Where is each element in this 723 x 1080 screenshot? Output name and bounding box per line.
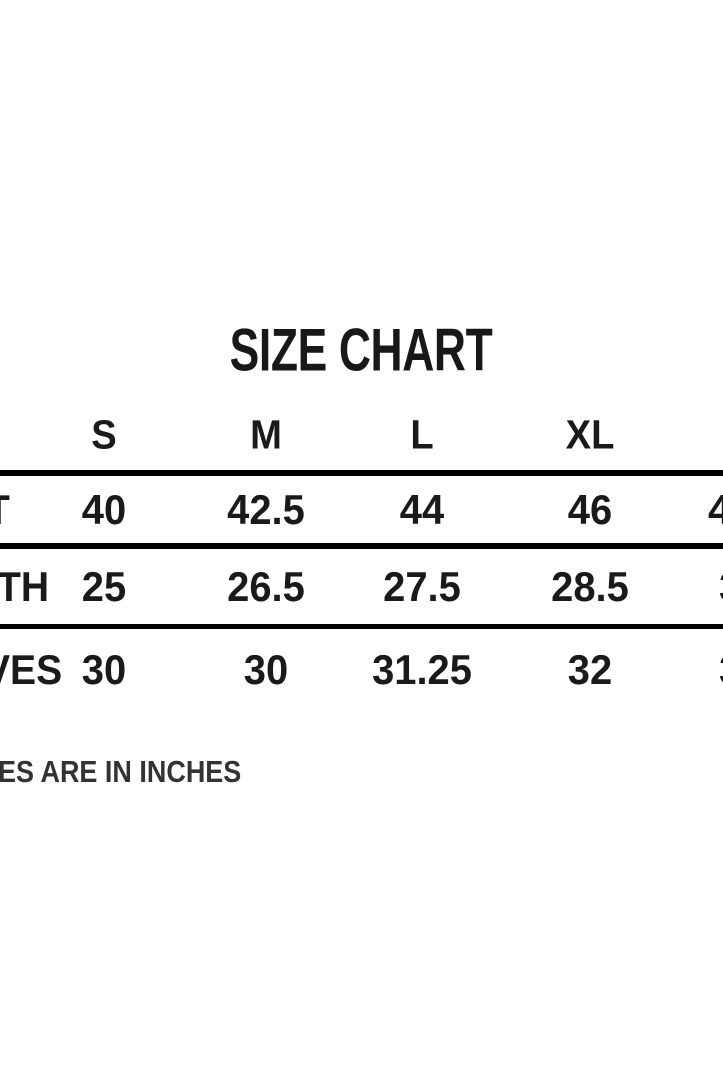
value-cell: 30 bbox=[243, 646, 289, 693]
value-cell: 40 bbox=[81, 486, 127, 533]
value-cell: 30 bbox=[81, 646, 127, 693]
value-cell: 28.5 bbox=[551, 563, 629, 610]
value-fragment-right-edge: 4 bbox=[708, 486, 723, 533]
value-fragment-right-edge: 3 bbox=[719, 646, 723, 694]
column-header-xl: XL bbox=[565, 411, 615, 458]
value-cell: 31.25 bbox=[372, 646, 472, 693]
horizontal-divider-3 bbox=[0, 624, 723, 629]
horizontal-divider-1 bbox=[0, 470, 723, 476]
row-label-fragment-sleeves: VES bbox=[0, 646, 63, 693]
value-cell: 46 bbox=[567, 486, 613, 533]
page-title: SIZE CHART bbox=[229, 316, 493, 384]
value-fragment-right-edge: 3 bbox=[719, 563, 723, 611]
horizontal-divider-2 bbox=[0, 543, 723, 549]
column-header-l: L bbox=[410, 411, 434, 458]
value-cell: 42.5 bbox=[227, 486, 305, 533]
value-cell: 25 bbox=[81, 563, 127, 610]
row-label-fragment-chest: T bbox=[0, 486, 10, 534]
units-note: ES ARE IN INCHES bbox=[0, 754, 242, 789]
value-cell: 27.5 bbox=[383, 563, 461, 610]
value-cell: 26.5 bbox=[227, 563, 305, 610]
row-label-fragment-length: TH bbox=[0, 563, 50, 610]
column-header-s: S bbox=[91, 411, 117, 458]
column-header-m: M bbox=[250, 411, 282, 458]
value-cell: 32 bbox=[567, 646, 613, 693]
value-cell: 44 bbox=[399, 486, 445, 533]
